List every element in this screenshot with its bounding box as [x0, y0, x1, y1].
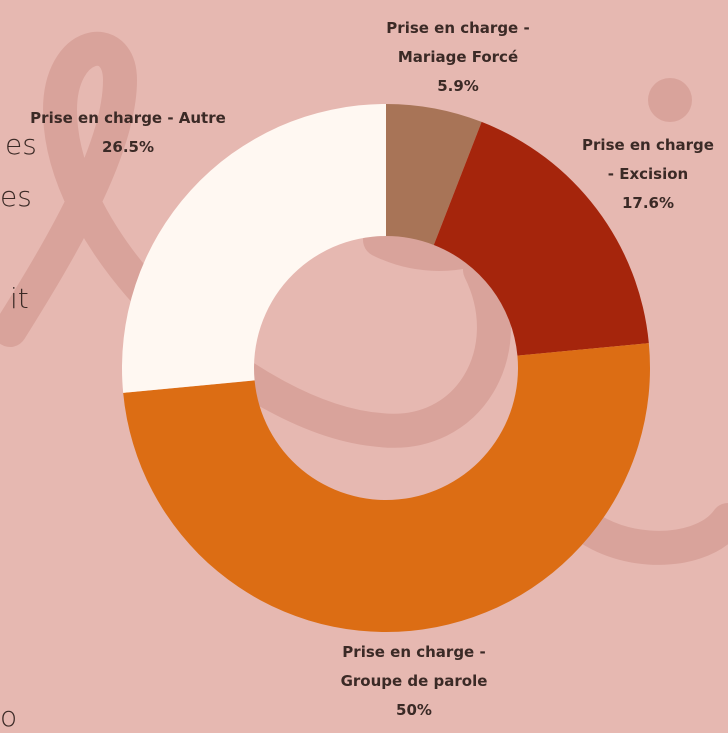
- donut: [122, 104, 650, 632]
- donut-slice: [123, 343, 650, 632]
- category-label: Prise en charge - Excision: [578, 131, 718, 189]
- category-label: Prise en charge - Autre: [0, 104, 268, 133]
- value-label: 5.9%: [368, 72, 548, 101]
- page: es es it o (() => { const data = JSON.pa…: [0, 0, 728, 720]
- swirl-dot: [648, 78, 692, 122]
- fragment: o: [0, 700, 17, 733]
- category-label: Prise en charge - Mariage Forcé: [368, 14, 548, 72]
- fragment: es: [0, 180, 32, 213]
- fragment: it: [10, 282, 29, 315]
- value-label: 17.6%: [578, 189, 718, 218]
- value-label: 26.5%: [0, 133, 268, 162]
- value-label: 50%: [314, 696, 514, 725]
- category-label: Prise en charge - Groupe de parole: [314, 638, 514, 696]
